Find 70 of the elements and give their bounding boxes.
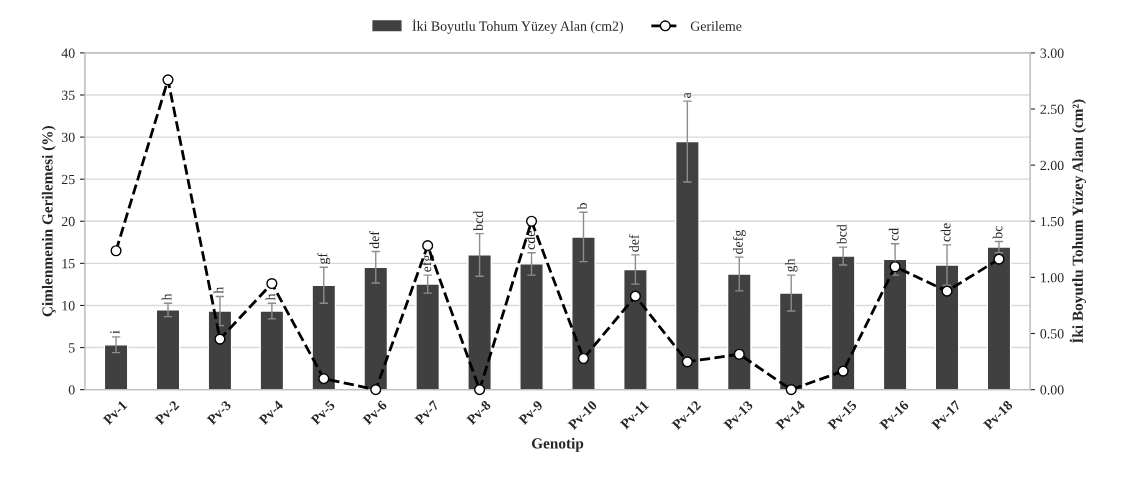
bar bbox=[103, 344, 129, 390]
y-axis-title: Çimlenmenin Gerilemesi (%) bbox=[41, 126, 56, 317]
data-label: cd bbox=[888, 227, 899, 241]
bar bbox=[415, 283, 441, 390]
data-label: def bbox=[369, 231, 380, 249]
y-tick-label: 30 bbox=[61, 132, 75, 143]
bar bbox=[311, 284, 337, 390]
y-tick-label: 0 bbox=[68, 385, 75, 395]
point bbox=[941, 285, 953, 297]
point bbox=[525, 215, 538, 227]
y2-tick-label: 2.50 bbox=[1040, 104, 1064, 115]
y-tick-label: 20 bbox=[61, 216, 75, 227]
y-tick-label: 40 bbox=[61, 48, 75, 58]
bar bbox=[674, 140, 700, 390]
data-label: bcd bbox=[836, 224, 847, 245]
y-tick-label: 10 bbox=[62, 301, 75, 311]
data-label: def bbox=[628, 234, 639, 252]
point bbox=[577, 352, 590, 365]
y2-axis-title: İki Boyutlu Tohum Yüzey Alanı (cm²) bbox=[1069, 99, 1087, 344]
bar bbox=[259, 310, 285, 390]
data-label: bc bbox=[992, 226, 1003, 239]
bar bbox=[623, 268, 648, 390]
bar bbox=[882, 258, 908, 390]
y2-tick-label: 2.00 bbox=[1040, 160, 1064, 171]
point bbox=[110, 245, 122, 257]
data-label: bcd bbox=[473, 210, 484, 231]
y2-tick-label: 1.50 bbox=[1041, 216, 1064, 227]
bar bbox=[519, 263, 544, 390]
data-label: h bbox=[161, 293, 172, 301]
x-axis-title: Genotip bbox=[531, 437, 584, 452]
point bbox=[370, 384, 382, 396]
y2-tick-label: 0.00 bbox=[1040, 385, 1064, 395]
point bbox=[266, 277, 278, 290]
point bbox=[214, 333, 226, 345]
data-label: h bbox=[213, 286, 224, 294]
data-label: b bbox=[577, 203, 587, 210]
point bbox=[837, 365, 849, 377]
point bbox=[422, 240, 434, 252]
legend-label: İki Boyutlu Tohum Yüzey Alan (cm2) bbox=[412, 19, 623, 34]
y-tick-label: 25 bbox=[61, 174, 75, 185]
bar bbox=[830, 255, 856, 390]
point bbox=[162, 74, 174, 86]
point bbox=[733, 348, 745, 360]
data-label: cde bbox=[525, 231, 536, 250]
y-tick-label: 5 bbox=[69, 343, 75, 353]
data-label: a bbox=[684, 92, 691, 98]
point bbox=[318, 373, 330, 385]
y2-tick-label: 3.00 bbox=[1040, 48, 1064, 58]
legend-label: Gerileme bbox=[690, 21, 742, 31]
point bbox=[785, 384, 797, 396]
data-label: i bbox=[110, 330, 120, 334]
point bbox=[629, 290, 641, 302]
bar bbox=[155, 309, 181, 390]
data-label: defg bbox=[732, 229, 746, 254]
data-label: h bbox=[265, 293, 276, 301]
y-tick-label: 35 bbox=[61, 90, 75, 100]
point bbox=[889, 261, 901, 273]
data-label: gf bbox=[317, 252, 331, 264]
y-tick-label: 15 bbox=[62, 259, 75, 269]
bar bbox=[726, 273, 752, 390]
point bbox=[474, 384, 486, 396]
y2-tick-label: 0.50 bbox=[1040, 329, 1064, 339]
bar bbox=[571, 236, 596, 390]
data-label: cde bbox=[940, 223, 951, 242]
bar bbox=[934, 264, 960, 390]
point bbox=[681, 356, 693, 368]
bar bbox=[986, 246, 1012, 390]
data-label: gh bbox=[784, 258, 798, 272]
point bbox=[993, 253, 1005, 265]
y2-tick-label: 1.00 bbox=[1041, 272, 1064, 283]
